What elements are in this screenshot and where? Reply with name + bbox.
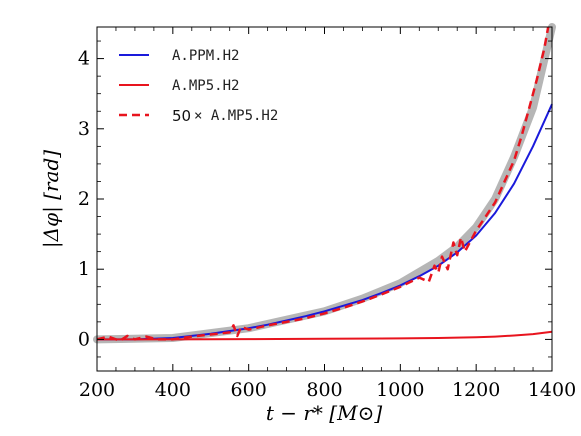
x-tick-label: 800 bbox=[306, 379, 342, 401]
axes-layer bbox=[96, 26, 553, 372]
uncertainty-band bbox=[93, 23, 556, 344]
x-tick-label: 1200 bbox=[452, 379, 500, 401]
x-tick-label: 1400 bbox=[528, 379, 576, 401]
y-tick-label: 4 bbox=[78, 48, 90, 70]
y-tick-label: 2 bbox=[78, 188, 90, 210]
y-tick-label: 0 bbox=[78, 328, 90, 350]
legend-label-50x-prefix: 50 bbox=[172, 107, 191, 125]
legend: A.PPM.H2 A.MP5.H2 50 × A.MP5.H2 bbox=[119, 48, 278, 125]
x-tick-label: 1000 bbox=[376, 379, 424, 401]
x-tick-label: 200 bbox=[79, 379, 115, 401]
x-tick-label: 400 bbox=[155, 379, 191, 401]
plot-frame bbox=[96, 26, 553, 372]
series-layer bbox=[96, 26, 553, 343]
series-line-1 bbox=[97, 330, 553, 341]
ticks-layer: 200 400 600 800 1000 1200 1400 0 1 2 3 4 bbox=[78, 27, 576, 401]
legend-label-a-mp5-h2: A.MP5.H2 bbox=[172, 78, 239, 94]
x-axis-label: t − r* [M⊙] bbox=[266, 401, 382, 425]
legend-label-50x-a-mp5-h2: × A.MP5.H2 bbox=[194, 108, 278, 124]
uncertainty-band-layer bbox=[93, 23, 556, 344]
y-tick-label: 3 bbox=[78, 118, 90, 140]
series-line-2 bbox=[96, 26, 550, 343]
y-tick-label: 1 bbox=[78, 258, 90, 280]
y-axis-label: |Δφ| [rad] bbox=[39, 150, 64, 248]
x-tick-label: 600 bbox=[231, 379, 267, 401]
legend-label-a-ppm-h2: A.PPM.H2 bbox=[172, 48, 239, 64]
